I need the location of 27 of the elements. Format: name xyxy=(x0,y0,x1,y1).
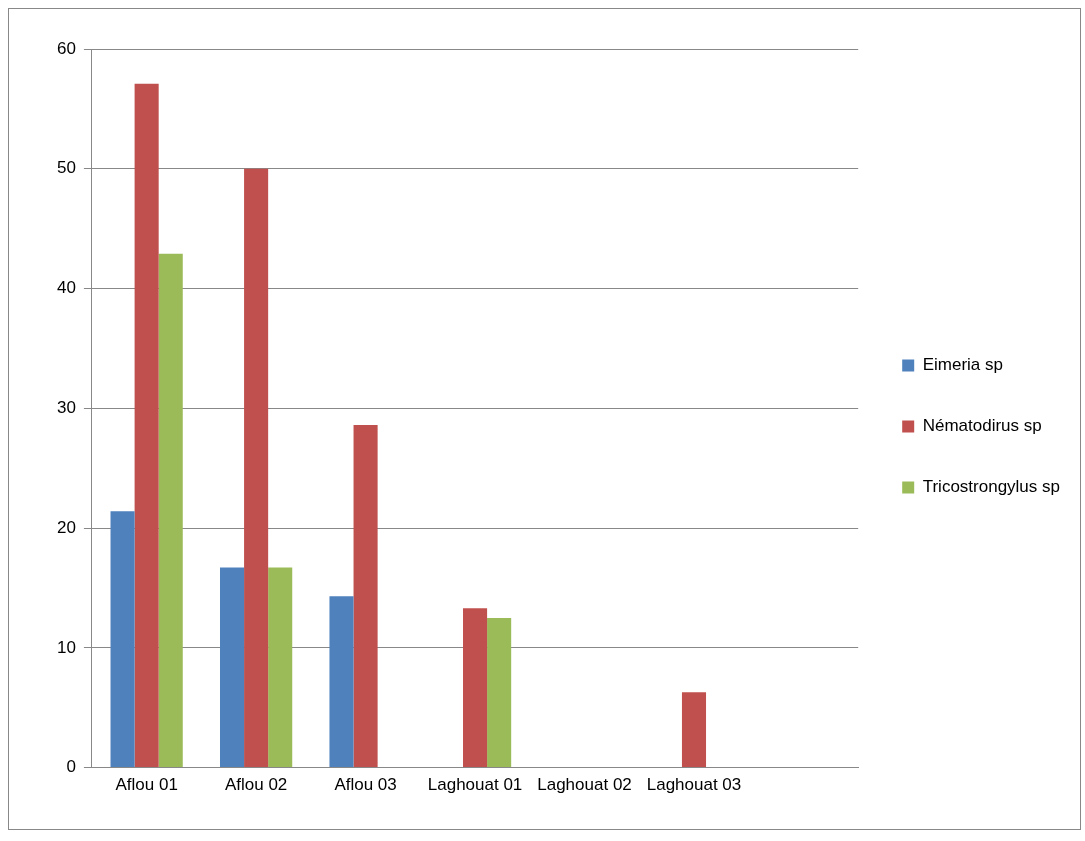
y-tick-label: 60 xyxy=(56,38,76,58)
bar xyxy=(158,253,183,768)
legend-label: Tricostrongylus sp xyxy=(922,477,1061,497)
x-tick-label: Laghouat 03 xyxy=(646,775,742,795)
x-tick-label: Aflou 01 xyxy=(115,775,178,795)
bar xyxy=(219,567,245,768)
y-tick-label: 10 xyxy=(56,637,76,657)
y-tick-label: 50 xyxy=(56,158,76,178)
bar xyxy=(244,168,269,768)
bar xyxy=(353,425,378,768)
y-tick-label: 40 xyxy=(56,278,76,298)
bar xyxy=(681,692,707,768)
y-tick-label: 0 xyxy=(66,757,76,777)
bar xyxy=(329,596,354,768)
y-tick-label: 30 xyxy=(56,397,76,417)
legend-label: Eimeria sp xyxy=(922,355,1004,375)
bar xyxy=(487,617,512,768)
legend-label: Nématodirus sp xyxy=(922,416,1042,436)
bar xyxy=(110,511,135,768)
bar xyxy=(268,567,293,768)
x-tick-label: Aflou 03 xyxy=(334,775,397,795)
x-tick-label: Laghouat 02 xyxy=(537,775,632,795)
bar xyxy=(463,608,488,768)
x-tick-label: Aflou 02 xyxy=(224,775,288,795)
bar xyxy=(134,83,159,768)
x-tick-label: Laghouat 01 xyxy=(427,775,523,795)
y-tick-label: 20 xyxy=(56,517,76,537)
